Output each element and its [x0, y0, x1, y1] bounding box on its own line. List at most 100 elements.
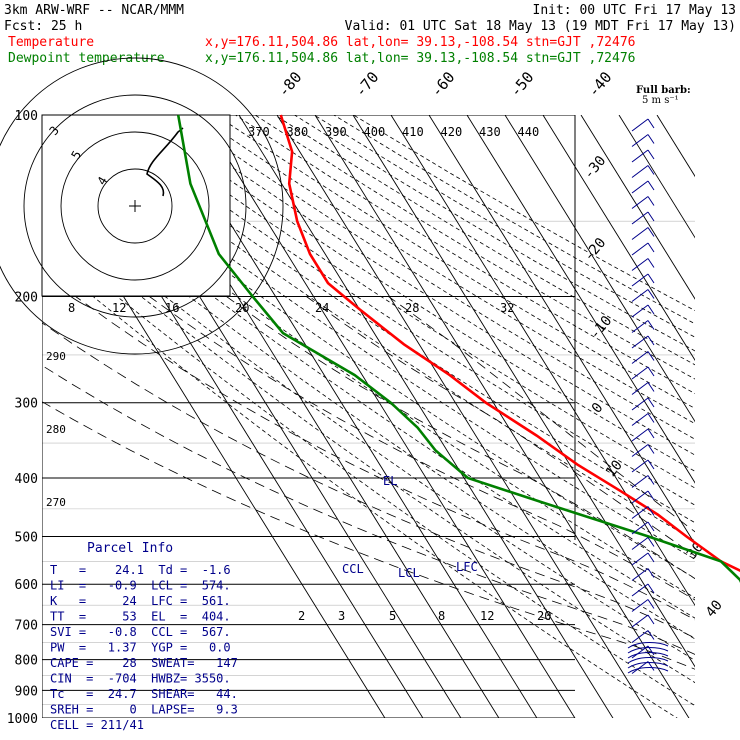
- theta-label: 400: [364, 125, 386, 139]
- dry-adiabat: [42, 164, 695, 619]
- full-barb-label: Full barb:: [636, 85, 691, 96]
- sounding-lines: [176, 114, 740, 583]
- wind-barb: [631, 459, 655, 473]
- wind-speed-label: 12: [112, 301, 126, 315]
- isotherm-line: [390, 115, 695, 607]
- wind-speed-label: 24: [315, 301, 329, 315]
- wind-barb: [631, 444, 655, 457]
- theta-label: 390: [325, 125, 347, 139]
- wind-barb: [631, 490, 655, 504]
- isotherm-label: -80: [274, 68, 305, 100]
- wind-barb: [631, 630, 655, 643]
- moist-adiabat: [306, 296, 695, 557]
- wind-barb: [627, 642, 669, 649]
- temperature-location: x,y=176.11,504.86 lat,lon= 39.13,-108.54…: [205, 35, 635, 50]
- mixing-ratio-label: 3: [338, 609, 345, 623]
- wind-barb: [631, 506, 655, 519]
- dry-adiabat: [42, 253, 678, 718]
- wind-barb: [631, 180, 655, 194]
- init-time: Init: 00 UTC Fri 17 May 13: [533, 3, 737, 18]
- isotherm-label: -10: [587, 313, 616, 343]
- dewpoint-legend: Dewpoint temperature: [8, 51, 165, 66]
- isotherm-label: 0: [589, 400, 607, 417]
- pressure-tick-label: 200: [15, 291, 38, 306]
- wind-barbs: [627, 118, 669, 674]
- wind-barb: [627, 652, 669, 659]
- pressure-tick-label: 800: [15, 654, 38, 669]
- dry-adiabat: [42, 216, 695, 684]
- pressure-tick-label: 1000: [7, 712, 38, 727]
- dry-adiabat: [235, 115, 695, 395]
- dewpoint-location: x,y=176.11,504.86 lat,lon= 39.13,-108.54…: [205, 51, 635, 66]
- parcel-info-row: T = 24.1 Td = -1.6: [50, 563, 231, 577]
- parcel-info-row: SVI = -0.8 CCL = 567.: [50, 625, 231, 639]
- moist-adiabat: [149, 296, 695, 601]
- wind-barb: [631, 273, 655, 287]
- wind-barb: [631, 397, 655, 411]
- wind-barb: [631, 537, 655, 550]
- theta-label: 380: [287, 125, 309, 139]
- wind-barb: [627, 662, 669, 669]
- wind-barb: [631, 366, 655, 380]
- isotherm-line: [618, 115, 695, 239]
- forecast-hour: Fcst: 25 h: [4, 19, 82, 34]
- wind-barb: [631, 320, 655, 333]
- wind-barb: [631, 413, 655, 426]
- valid-time: Valid: 01 UTC Sat 18 May 13 (19 MDT Fri …: [345, 19, 736, 34]
- wind-barb: [631, 211, 655, 225]
- wind-barb: [631, 599, 655, 612]
- wind-speed-label: 32: [500, 301, 514, 315]
- parcel-info-row: PW = 1.37 YGP = 0.0: [50, 641, 231, 655]
- temperature-legend: Temperature: [8, 35, 94, 50]
- hodograph-ring: [97, 168, 173, 244]
- parcel-info-row: LI = -0.9 LCL = 574.: [50, 579, 231, 593]
- lcl-label: LCL: [398, 566, 420, 580]
- hodograph-ring: [0, 57, 284, 355]
- parcel-info-row: Tc = 24.7 SHEAR= 44.: [50, 687, 238, 701]
- isotherm-line: [504, 115, 695, 423]
- isotherm-line: [428, 115, 695, 545]
- full-barb-unit: 5 m s⁻¹: [642, 95, 679, 106]
- wind-barb: [631, 521, 655, 535]
- wind-barb: [631, 304, 655, 318]
- dry-adiabat: [333, 115, 695, 325]
- isotherm-line: [580, 115, 695, 300]
- wind-barb: [627, 657, 669, 664]
- dry-adiabat-label: 270: [46, 496, 66, 509]
- el-label: EL: [383, 474, 397, 488]
- theta-label: 410: [402, 125, 424, 139]
- dry-adiabat: [42, 181, 695, 640]
- dry-adiabat-label: 290: [46, 350, 66, 363]
- ccl-label: CCL: [342, 562, 364, 576]
- wind-barb: [631, 242, 655, 256]
- isotherm-label: -20: [581, 235, 610, 265]
- wind-barb: [631, 335, 655, 349]
- wind-barb: [631, 552, 655, 566]
- wind-barb: [631, 614, 655, 628]
- moist-adiabat: [226, 296, 695, 580]
- dry-adiabat: [42, 116, 695, 560]
- hodograph-ring: [23, 94, 247, 318]
- hodograph-ring: [60, 131, 210, 281]
- mixing-ratio-label: 12: [480, 609, 494, 623]
- isotherm-label: 40: [703, 597, 726, 620]
- isotherm-line: [466, 115, 695, 484]
- isotherm-line: [314, 115, 690, 718]
- dry-adiabat: [176, 115, 695, 440]
- dry-adiabat: [42, 234, 695, 707]
- wind-barb: [631, 165, 655, 178]
- mixing-ratio-label: 2: [298, 609, 305, 623]
- mixing-ratio-label: 20: [537, 609, 551, 623]
- wind-barb: [631, 382, 655, 395]
- parcel-info-row: CELL = 211/41: [50, 718, 144, 732]
- wind-barb: [627, 647, 669, 654]
- wind-barb: [631, 196, 655, 209]
- pressure-tick-label: 500: [15, 530, 38, 545]
- dry-adiabat: [42, 148, 695, 599]
- parcel-info-row: CAPE = 28 SWEAT= 147: [50, 656, 238, 670]
- wind-barb: [631, 134, 655, 147]
- parcel-info-box: Parcel Info T = 24.1 Td = -1.6 LI = -0.9 …: [50, 541, 238, 732]
- parcel-info-row: K = 24 LFC = 561.: [50, 594, 231, 608]
- mixing-ratio-label: 8: [438, 609, 445, 623]
- isotherm-label: 10: [603, 457, 626, 480]
